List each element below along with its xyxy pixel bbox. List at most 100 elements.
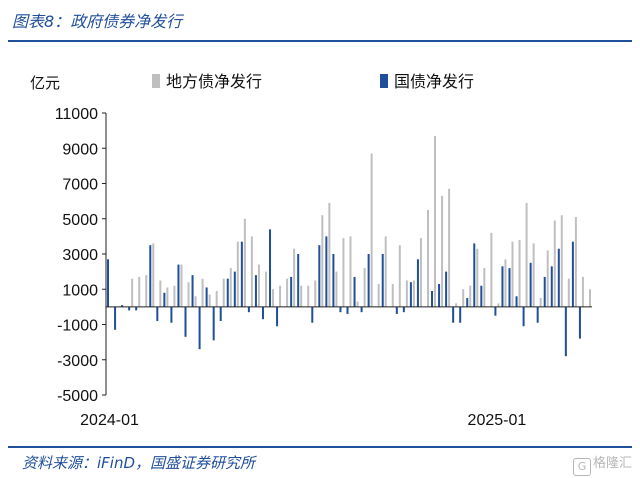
bar-national-33 [339,306,342,313]
bar-local-23 [272,289,275,307]
bar-local-17 [229,268,232,307]
bar-national-0 [107,259,110,307]
legend-swatch-national [380,74,388,88]
bar-chart: 11000 9000 7000 5000 3000 1000 -1000 -3000 -5000… [55,106,592,429]
bar-national-57 [508,268,511,307]
bar-local-59 [525,202,528,307]
bar-national-17 [226,278,229,307]
bar-national-48 [445,271,448,307]
bar-local-26 [293,248,296,307]
bar-national-41 [395,306,398,314]
bar-local-38 [377,283,380,307]
bar-national-26 [290,276,293,307]
bar-national-50 [459,306,462,323]
bar-local-49 [455,303,458,307]
chart-title: 图表8：政府债券净发行 [12,12,183,31]
bar-local-52 [476,248,479,307]
bar-national-30 [318,245,321,307]
bar-local-33 [342,238,345,307]
y-tick-label: 1000 [62,282,98,299]
x-tick-label: 2025-01 [468,412,527,429]
bar-national-20 [247,306,250,313]
y-tick-label: 5000 [62,212,98,229]
bar-national-53 [480,285,483,307]
bar-local-7 [159,280,162,307]
source-note: 资料来源：iFinD，国盛证券研究所 [22,454,256,472]
bar-local-15 [215,291,218,307]
bar-local-35 [356,301,359,307]
bar-national-31 [325,236,328,307]
bar-national-35 [353,276,356,307]
bar-national-42 [402,306,405,313]
y-tick-label: 11000 [55,106,98,123]
bar-local-60 [532,243,535,307]
bar-local-65 [567,278,570,307]
bar-local-68 [588,289,591,307]
bar-local-53 [483,268,486,307]
bar-local-55 [497,303,500,307]
y-tick-label: 9000 [62,141,98,158]
bar-national-9 [170,306,173,323]
bar-local-43 [412,280,415,307]
bar-local-6 [152,243,155,307]
bar-local-63 [553,220,556,307]
bar-national-55 [494,306,497,316]
legend-item-local: 地方债净发行 [152,68,262,92]
bar-national-51 [466,298,469,307]
bar-national-46 [431,291,434,307]
bar-local-66 [574,216,577,307]
bar-national-67 [578,306,581,339]
bar-national-19 [240,241,243,307]
bar-national-6 [149,245,152,307]
bar-national-64 [557,248,560,307]
bar-local-9 [173,285,176,307]
bar-local-19 [243,218,246,307]
bar-local-24 [279,285,282,307]
bar-local-4 [138,276,141,307]
bar-national-49 [452,306,455,323]
bar-local-22 [264,271,267,307]
bar-local-13 [201,278,204,307]
legend-label-national: 国债净发行 [394,72,475,91]
bar-local-61 [539,298,542,307]
y-tick-label: -3000 [57,353,98,370]
bar-local-21 [257,264,260,307]
bar-national-62 [543,276,546,307]
bar-local-3 [131,278,134,307]
title-divider [8,40,632,42]
bar-local-48 [448,188,451,307]
bar-local-50 [462,289,465,307]
bar-local-58 [518,239,521,307]
legend-label-local: 地方债净发行 [166,72,263,91]
bar-local-11 [187,282,190,307]
bar-national-43 [409,282,412,307]
bar-national-15 [212,306,215,341]
bar-local-28 [307,285,310,307]
bar-local-64 [560,215,563,307]
bar-local-46 [434,135,437,307]
legend-item-national: 国债净发行 [380,68,474,92]
bar-national-60 [529,262,532,307]
bar-local-27 [300,285,303,307]
bar-local-30 [321,215,324,307]
bar-national-65 [564,306,567,357]
bar-local-62 [546,250,549,307]
bar-national-4 [135,306,138,311]
bar-local-51 [469,285,472,307]
bar-local-14 [208,294,211,307]
y-tick-label: 3000 [62,247,98,264]
footer-divider [8,446,632,448]
bar-national-3 [128,306,131,311]
bar-national-22 [261,306,264,320]
bar-national-8 [163,292,166,307]
bar-national-13 [198,306,201,350]
bar-national-32 [332,254,335,307]
bar-national-59 [522,306,525,327]
watermark: G 格隆汇 [572,452,632,476]
watermark-text: 格隆汇 [592,456,632,471]
bar-national-7 [156,306,159,321]
bar-national-37 [367,254,370,307]
bar-local-29 [314,280,317,307]
bar-local-57 [511,241,514,307]
bar-national-18 [233,271,236,307]
